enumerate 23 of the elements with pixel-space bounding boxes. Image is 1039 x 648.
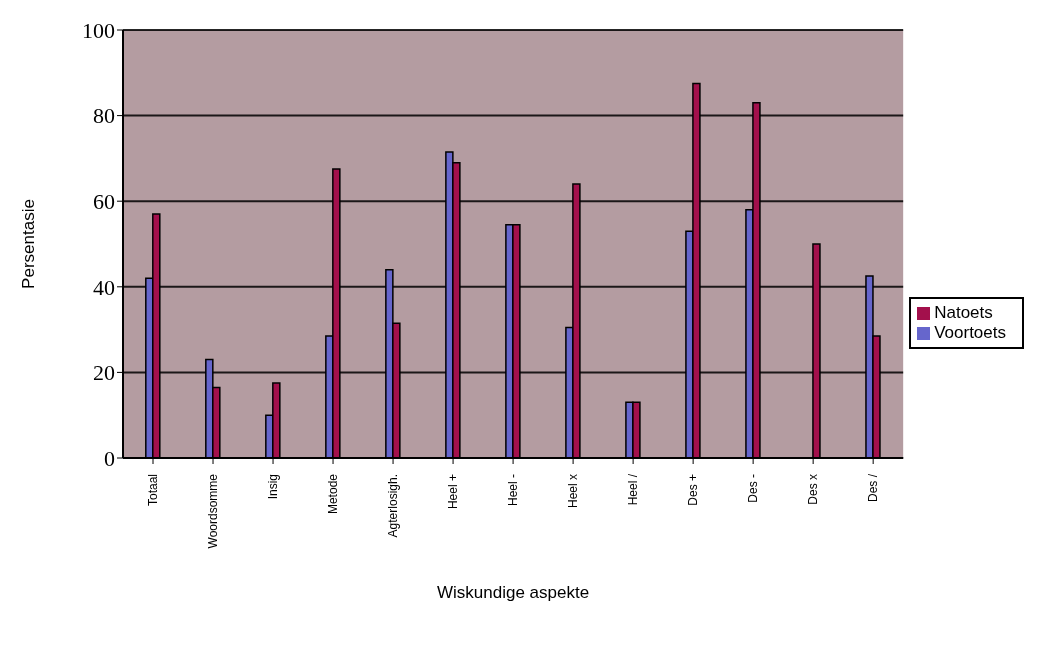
legend-label: Voortoets <box>934 323 1006 342</box>
y-tick-label: 80 <box>93 103 115 129</box>
x-tick-label: Heel x <box>566 474 581 509</box>
y-tick-label: 20 <box>93 360 115 386</box>
x-tick-label: Heel + <box>446 474 461 510</box>
x-tick-label: Totaal <box>146 474 161 507</box>
y-tick-label: 0 <box>104 445 115 471</box>
x-tick-label: Insig <box>266 474 281 500</box>
x-tick-label: Des - <box>746 474 761 503</box>
x-tick-label: Woordsomme <box>206 473 221 549</box>
x-tick-label: Heel / <box>626 473 641 506</box>
x-tick-label: Agterlosigh. <box>386 474 401 538</box>
y-tick-label: 60 <box>93 189 115 215</box>
y-axis-title: Persentasie <box>19 199 39 289</box>
x-tick-label: Des / <box>866 473 881 503</box>
x-tick-label: Des + <box>686 474 701 506</box>
x-tick-label: Heel - <box>506 474 521 507</box>
y-tick-label: 40 <box>93 274 115 300</box>
x-tick-label: Des x <box>806 474 821 505</box>
legend-label: Natoets <box>934 303 993 322</box>
x-axis-title: Wiskundige aspekte <box>437 583 590 602</box>
y-tick-label: 100 <box>82 17 115 43</box>
x-tick-label: Metode <box>326 473 341 515</box>
